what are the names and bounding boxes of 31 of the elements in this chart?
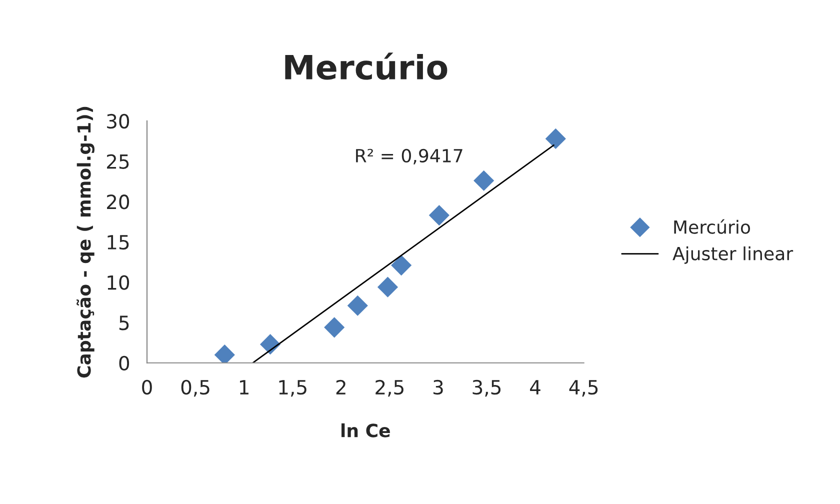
y-tick-label: 10 bbox=[108, 275, 130, 290]
annotation: R² = 0,9417 bbox=[356, 148, 462, 164]
point bbox=[324, 317, 345, 338]
point bbox=[260, 334, 281, 355]
x-tick-label: 4 bbox=[530, 380, 540, 394]
point bbox=[428, 205, 450, 226]
y-tick-label: 20 bbox=[107, 194, 130, 210]
x-tick-label: 1 bbox=[240, 380, 248, 394]
chart-title: Mercúrio bbox=[285, 52, 448, 80]
x-tick-label: 4,5 bbox=[569, 380, 598, 397]
point bbox=[391, 255, 412, 276]
point bbox=[377, 276, 398, 298]
x-tick-label: 2 bbox=[336, 380, 346, 394]
legend-label: Ajuster linear bbox=[672, 246, 794, 264]
x-tick-label: 0 bbox=[142, 380, 152, 395]
y-tick-label: 15 bbox=[108, 235, 129, 250]
x-tick-label: 0,5 bbox=[181, 380, 210, 397]
point bbox=[474, 170, 494, 191]
x-tick-label: 3,5 bbox=[472, 380, 500, 397]
x-tick-label: 3 bbox=[433, 380, 443, 395]
x-axis-title: ln Ce bbox=[342, 423, 390, 438]
y-tick-label: 30 bbox=[107, 114, 130, 129]
legend-label: Mercúrio bbox=[674, 219, 750, 234]
y-tick-label: 25 bbox=[107, 154, 129, 169]
y-tick-label: 5 bbox=[119, 316, 129, 330]
x-tick-label: 1,5 bbox=[279, 380, 306, 397]
point bbox=[347, 295, 368, 316]
x-tick-label: 2,5 bbox=[376, 380, 404, 397]
point bbox=[545, 128, 566, 149]
y-axis-title: Captação - qe ( mmol.g-1)) bbox=[76, 106, 94, 378]
y-tick-label: 0 bbox=[119, 356, 130, 371]
